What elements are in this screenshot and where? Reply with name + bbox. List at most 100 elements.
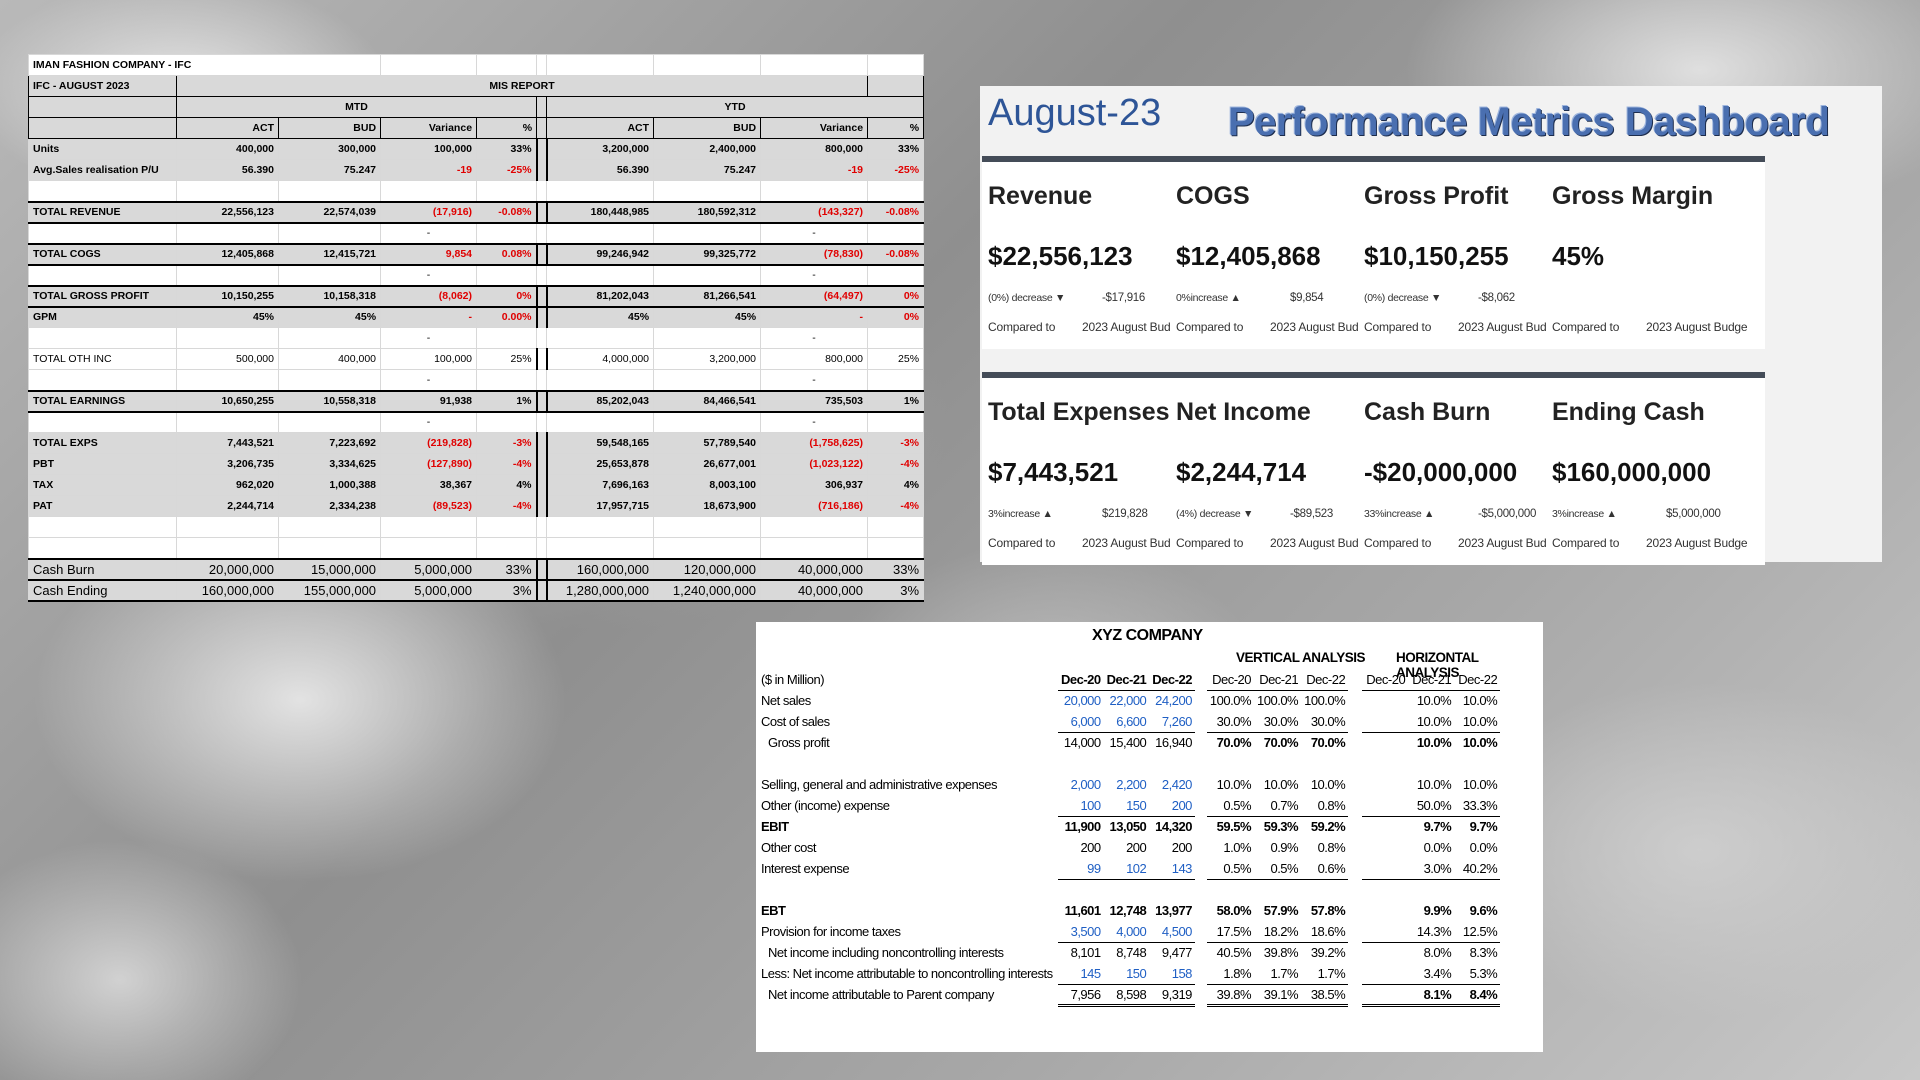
xyz-empty-cell	[1362, 711, 1409, 733]
mis-value: 45%	[277, 306, 382, 328]
xyz-vertical-pct: 0.5%	[1254, 858, 1302, 880]
mis-separator	[535, 453, 548, 475]
mis-empty-cell	[380, 537, 478, 559]
xyz-value: 15,400	[1109, 735, 1147, 751]
mis-value: 12,415,721	[277, 242, 382, 266]
xyz-value: 143	[1149, 858, 1195, 880]
mis-value: 38,367	[380, 474, 478, 496]
xyz-row: EBT 11,601 12,748 13,977 58.0% 57.9% 57.8% 9.9%…	[758, 900, 1500, 921]
mis-row: IFC - AUGUST 2023 MIS REPORT	[28, 75, 925, 97]
mis-value: 0.00%	[476, 306, 538, 328]
xyz-row: Net income attributable to Parent compan…	[758, 984, 1501, 1007]
mis-value: 8,003,100	[653, 474, 762, 496]
mis-empty-cell	[653, 369, 762, 391]
xyz-value: 102	[1103, 858, 1150, 880]
xyz-value: 13,050	[1109, 819, 1147, 835]
kpi-label: Total Expenses	[988, 398, 1170, 426]
xyz-value: 8,598	[1103, 984, 1150, 1007]
xyz-value: 2,200	[1116, 777, 1147, 792]
xyz-horizontal-pct: 9.9%	[1423, 903, 1452, 918]
xyz-horizontal-pct: 0.0%	[1423, 840, 1452, 855]
dashboard-date: August-23	[988, 92, 1162, 134]
mis-empty-cell	[867, 222, 925, 244]
mis-value: 17,957,715	[546, 495, 655, 517]
mis-empty-cell	[867, 369, 925, 391]
xyz-spacer	[1195, 837, 1207, 858]
xyz-value: 8,101	[1070, 945, 1102, 961]
xyz-value: 150	[1103, 963, 1150, 985]
xyz-row: Other (income) expense 100 150 200 0.5% 0.7% 0…	[758, 795, 1501, 817]
mis-value: (64,497)	[760, 284, 869, 308]
mis-separator	[535, 242, 548, 266]
mis-value: 99,325,772	[653, 242, 762, 266]
xyz-row	[758, 879, 1500, 900]
xyz-horizontal-pct: 9.6%	[1469, 903, 1498, 918]
kpi-difference: $5,000,000	[1666, 508, 1721, 520]
xyz-empty-cell	[1362, 942, 1408, 963]
mis-value: 25%	[476, 348, 538, 370]
mis-row: TOTAL EARNINGS 10,650,255 10,558,318 91,938…	[28, 389, 925, 413]
mis-empty-cell	[277, 369, 382, 391]
mis-empty-cell	[653, 54, 762, 76]
xyz-horizontal-pct: 10.0%	[1454, 711, 1501, 733]
kpi-card-revenue: Revenue $22,556,123 (0%) decrease ▼ -$17,91…	[982, 156, 1201, 349]
mis-empty-cell	[380, 54, 478, 76]
kpi-compared-to: Compared to	[988, 320, 1056, 334]
mis-value: -0.08%	[476, 200, 538, 224]
mis-value: 3,200,000	[546, 138, 655, 160]
xyz-vertical-pct: 38.5%	[1301, 984, 1349, 1007]
mis-empty-cell	[867, 516, 925, 538]
xyz-value: 145	[1058, 963, 1104, 985]
mis-empty-cell	[546, 369, 655, 391]
xyz-empty-cell	[1362, 774, 1408, 795]
mis-row	[28, 516, 925, 538]
mis-empty-cell	[176, 180, 279, 202]
xyz-spacer	[1195, 732, 1207, 753]
xyz-row: Provision for income taxes 3,500 4,000 4,50…	[758, 921, 1501, 943]
kpi-value: $12,405,868	[1176, 241, 1321, 271]
mis-separator	[535, 432, 548, 454]
kpi-compared-to: Compared to	[1364, 536, 1432, 550]
mis-value: 9,854	[380, 242, 478, 266]
mis-empty-cell	[476, 327, 538, 349]
kpi-card-gross-margin: Gross Margin 45% Compared to 2023 August Bu…	[1546, 156, 1765, 349]
mis-value: (78,830)	[760, 242, 869, 266]
xyz-row-label: Selling, general and administrative expe…	[761, 777, 998, 792]
xyz-unit-label: ($ in Million)	[761, 672, 825, 687]
kpi-reference: 2023 August Budge	[1270, 536, 1372, 550]
mis-value: (1,758,625)	[760, 432, 869, 454]
xyz-vertical-pct: 30.0%	[1206, 711, 1255, 733]
kpi-card-ending-cash: Ending Cash $160,000,000 3%increase ▲ $5,00…	[1546, 372, 1765, 565]
mis-empty-cell	[277, 537, 382, 559]
xyz-row-label: Net income attributable to Parent compan…	[768, 987, 994, 1002]
xyz-value: 200	[1126, 840, 1147, 855]
mis-separator	[535, 284, 548, 308]
xyz-row-label: Interest expense	[761, 861, 850, 876]
mis-empty-cell: -	[380, 327, 478, 349]
xyz-spacer	[1195, 669, 1207, 690]
mis-value: 1,240,000,000	[653, 578, 762, 602]
xyz-spacer	[1348, 732, 1362, 753]
mis-empty-cell	[28, 516, 177, 538]
mis-empty-cell: -	[380, 411, 478, 433]
mis-separator	[536, 117, 548, 139]
mis-value: 45%	[653, 306, 762, 328]
xyz-empty-cell	[1362, 732, 1408, 753]
kpi-change: 0%increase ▲	[1176, 292, 1241, 304]
mis-empty-cell	[176, 516, 279, 538]
kpi-reference: 2023 August Budge	[1082, 320, 1184, 334]
mis-value: -4%	[476, 495, 538, 517]
mis-value: 1,280,000,000	[546, 578, 655, 602]
mis-value: 10,558,318	[277, 389, 382, 413]
mis-empty-cell	[28, 327, 177, 349]
xyz-spacer	[1348, 963, 1362, 984]
xyz-value: 7,260	[1149, 711, 1195, 733]
mis-value: 10,158,318	[277, 284, 382, 308]
mis-value: 180,448,985	[546, 200, 655, 224]
mis-empty-cell: -	[760, 327, 869, 349]
kpi-change: (4%) decrease ▼	[1176, 508, 1254, 520]
mis-empty-cell	[536, 222, 548, 244]
mis-value: 59,548,165	[546, 432, 655, 454]
mis-empty-cell	[28, 117, 177, 139]
xyz-vertical-pct: 70.0%	[1263, 735, 1299, 751]
